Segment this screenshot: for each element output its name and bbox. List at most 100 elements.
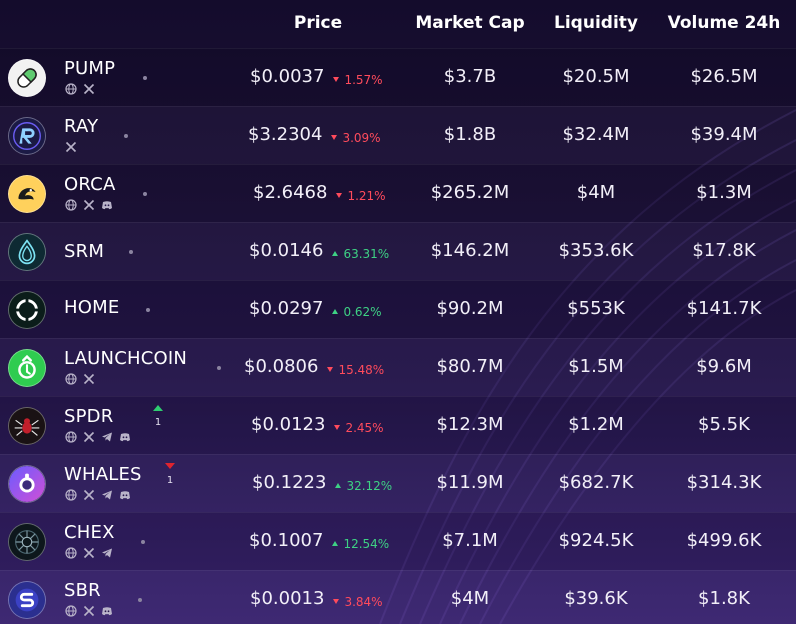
price-value: $0.1223 — [252, 472, 327, 493]
price-value: $0.0013 — [250, 588, 325, 609]
market-cap-value: $11.9M — [436, 472, 504, 493]
market-cap-value: $4M — [450, 588, 490, 609]
globe-icon[interactable] — [64, 546, 77, 559]
x-icon[interactable] — [82, 430, 95, 443]
social-links — [64, 488, 131, 501]
discord-icon[interactable] — [100, 198, 113, 211]
x-icon[interactable] — [82, 488, 95, 501]
volume-value: $314.3K — [686, 472, 762, 493]
market-cap-value: $80.7M — [436, 356, 504, 377]
up-arrow-icon — [332, 541, 339, 546]
token-name[interactable]: ORCA — [64, 174, 116, 195]
telegram-icon[interactable] — [100, 488, 113, 501]
upvote-arrow-icon[interactable] — [153, 405, 163, 411]
vote-count: 1 — [154, 417, 162, 428]
change-value: 32.12% — [346, 478, 393, 493]
table-row[interactable]: WHALES 1 $0.1223 32.12% $11.9M $682.7K $… — [0, 454, 796, 512]
social-links — [64, 430, 131, 443]
table-row[interactable]: SRM $0.0146 63.31% $146.2M $353.6K $17.8… — [0, 222, 796, 280]
globe-icon[interactable] — [64, 198, 77, 211]
social-links — [64, 82, 95, 95]
vote-indicator[interactable]: 1 — [148, 405, 168, 428]
price-value: $2.6468 — [253, 182, 328, 203]
globe-icon[interactable] — [64, 372, 77, 385]
pump-logo-icon — [8, 59, 46, 97]
liquidity-value: $353.6K — [558, 240, 634, 261]
whales-logo-icon — [8, 465, 46, 503]
up-arrow-icon — [332, 309, 339, 314]
price-cell: $0.0297 0.62% — [249, 298, 382, 319]
globe-icon[interactable] — [64, 604, 77, 617]
market-cap-value: $90.2M — [436, 298, 504, 319]
price-change: 1.21% — [336, 189, 386, 203]
separator-dot — [146, 308, 150, 312]
discord-icon[interactable] — [118, 488, 131, 501]
price-change: 3.84% — [333, 595, 383, 609]
table-row[interactable]: LAUNCHCOIN $0.0806 15.48% $80.7M $1.5M $… — [0, 338, 796, 396]
globe-icon[interactable] — [64, 430, 77, 443]
liquidity-value: $4M — [576, 182, 616, 203]
token-name[interactable]: SRM — [64, 241, 105, 262]
price-value: $3.2304 — [248, 124, 323, 145]
down-arrow-icon — [327, 367, 334, 372]
volume-value: $1.3M — [696, 182, 752, 203]
separator-dot — [143, 76, 147, 80]
discord-icon[interactable] — [100, 604, 113, 617]
orca-logo-icon — [8, 175, 46, 213]
price-change: 1.57% — [333, 73, 383, 87]
token-name[interactable]: HOME — [64, 297, 120, 318]
market-cap-value: $265.2M — [430, 182, 510, 203]
discord-icon[interactable] — [118, 430, 131, 443]
x-icon[interactable] — [82, 198, 95, 211]
globe-icon[interactable] — [64, 82, 77, 95]
table-row[interactable]: SPDR 1 $0.0123 2.45% $12.3M $1.2M $5.5K — [0, 396, 796, 454]
price-change: 12.54% — [332, 537, 389, 551]
price-cell: $3.2304 3.09% — [248, 124, 381, 145]
market-cap-value: $1.8B — [443, 124, 497, 145]
table-row[interactable]: ORCA $2.6468 1.21% $265.2M $4M $1.3M — [0, 164, 796, 222]
downvote-arrow-icon[interactable] — [165, 463, 175, 469]
ray-logo-icon — [8, 117, 46, 155]
telegram-icon[interactable] — [100, 430, 113, 443]
price-change: 15.48% — [327, 363, 384, 377]
chex-logo-icon — [8, 523, 46, 561]
change-value: 15.48% — [338, 362, 385, 377]
table-row[interactable]: HOME $0.0297 0.62% $90.2M $553K $141.7K — [0, 280, 796, 338]
volume-value: $499.6K — [686, 530, 762, 551]
liquidity-value: $32.4M — [562, 124, 630, 145]
header-market-cap[interactable]: Market Cap — [415, 13, 525, 33]
token-name[interactable]: LAUNCHCOIN — [64, 348, 188, 369]
token-name[interactable]: SBR — [64, 580, 101, 601]
price-change: 3.09% — [331, 131, 381, 145]
down-arrow-icon — [334, 425, 341, 430]
price-cell: $0.0013 3.84% — [250, 588, 383, 609]
srm-logo-icon — [8, 233, 46, 271]
x-icon[interactable] — [82, 82, 95, 95]
token-name[interactable]: CHEX — [64, 522, 115, 543]
token-name[interactable]: WHALES — [64, 464, 142, 485]
token-name[interactable]: PUMP — [64, 58, 116, 79]
launchcoin-logo-icon — [8, 349, 46, 387]
vote-indicator[interactable]: 1 — [160, 463, 180, 486]
header-volume-24h[interactable]: Volume 24h — [667, 13, 781, 33]
volume-value: $1.8K — [698, 588, 750, 609]
header-price[interactable]: Price — [293, 13, 343, 33]
x-icon[interactable] — [82, 546, 95, 559]
header-liquidity[interactable]: Liquidity — [554, 13, 638, 33]
price-cell: $0.0806 15.48% — [244, 356, 384, 377]
telegram-icon[interactable] — [100, 546, 113, 559]
x-icon[interactable] — [82, 372, 95, 385]
change-value: 0.62% — [343, 304, 382, 319]
x-icon[interactable] — [82, 604, 95, 617]
table-row[interactable]: PUMP $0.0037 1.57% $3.7B $20.5M $26.5M — [0, 48, 796, 106]
table-row[interactable]: CHEX $0.1007 12.54% $7.1M $924.5K $499.6… — [0, 512, 796, 570]
x-icon[interactable] — [64, 140, 77, 153]
token-name[interactable]: RAY — [64, 116, 99, 137]
volume-value: $17.8K — [692, 240, 756, 261]
table-row[interactable]: RAY $3.2304 3.09% $1.8B $32.4M $39.4M — [0, 106, 796, 164]
market-cap-value: $3.7B — [443, 66, 497, 87]
volume-value: $141.7K — [686, 298, 762, 319]
table-row[interactable]: SBR $0.0013 3.84% $4M $39.6K $1.8K — [0, 570, 796, 624]
globe-icon[interactable] — [64, 488, 77, 501]
token-name[interactable]: SPDR — [64, 406, 114, 427]
